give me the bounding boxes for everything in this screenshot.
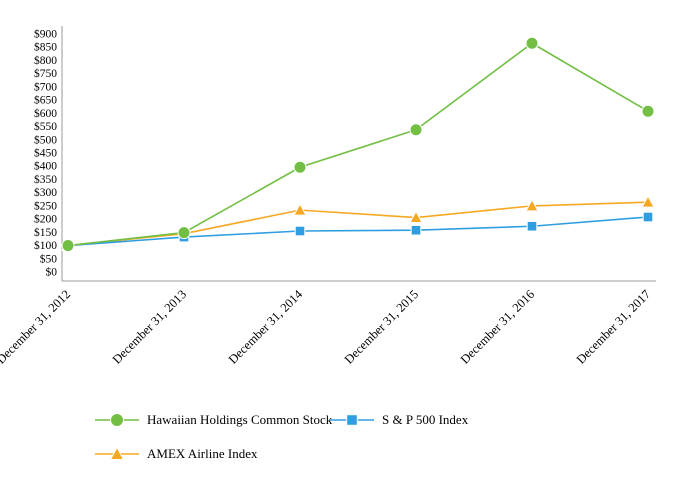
y-axis-tick-label: $700 [34, 80, 57, 93]
circle-marker [110, 413, 124, 427]
y-axis-tick-label: $0 [46, 266, 58, 279]
legend-label: Hawaiian Holdings Common Stock [147, 412, 333, 427]
y-axis-tick-label: $250 [34, 199, 57, 212]
y-axis-tick-label: $200 [34, 213, 57, 226]
y-axis-tick-label: $150 [34, 226, 57, 239]
y-axis-tick-label: $400 [34, 160, 57, 173]
x-axis-tick-label: December 31, 2017 [574, 287, 653, 366]
y-axis-tick-label: $300 [34, 186, 57, 199]
stock-performance-chart-container: $0 $50 $100 $150 $200 $250 $300 $350 $400 $450 $50… [0, 26, 656, 367]
series-line-1 [67, 216, 649, 247]
circle-marker [61, 239, 75, 253]
legend-line-triangle-icon [95, 446, 139, 460]
circle-marker [177, 226, 191, 240]
y-axis-tick-label: $600 [34, 107, 57, 120]
legend-item-sp500: S & P 500 Index [330, 412, 682, 428]
y-axis-tick-label: $100 [34, 239, 57, 252]
legend-item-amex-airline: AMEX Airline Index [95, 446, 330, 462]
x-axis-tick-label: December 31, 2015 [342, 287, 421, 366]
series-line-2 [67, 201, 649, 247]
square-marker [294, 225, 306, 237]
legend-line-circle-icon [95, 413, 139, 427]
y-axis-tick-label: $900 [34, 28, 57, 41]
triangle-marker [109, 446, 125, 460]
circle-marker [525, 36, 539, 50]
performance-chart: $0$50$100$150$200$250$300$350$400$450$50… [0, 26, 656, 367]
triangle-marker [525, 198, 539, 212]
legend-line-square-icon [330, 414, 374, 426]
y-axis-tick-label: $500 [34, 133, 57, 146]
triangle-marker [409, 210, 423, 224]
y-axis-tick-label: $850 [34, 41, 57, 54]
legend-item-hawaiian-holdings: Hawaiian Holdings Common Stock [95, 412, 333, 428]
legend-label: AMEX Airline Index [147, 446, 258, 461]
square-marker [526, 220, 538, 232]
y-axis-tick-label: $750 [34, 67, 57, 80]
square-marker [642, 211, 654, 223]
x-axis-tick-label: December 31, 2012 [0, 287, 73, 366]
square-marker [346, 414, 358, 426]
y-axis-tick-label: $50 [40, 252, 58, 265]
y-axis-tick-label: $800 [34, 54, 57, 67]
x-axis-tick-label: December 31, 2014 [226, 287, 306, 367]
series-line-0 [67, 42, 649, 247]
legend-label: S & P 500 Index [382, 412, 469, 427]
circle-marker [409, 123, 423, 137]
y-axis-tick-label: $550 [34, 120, 57, 133]
x-axis-tick-label: December 31, 2013 [110, 287, 189, 366]
y-axis-tick-label: $350 [34, 173, 57, 186]
circle-marker [293, 160, 307, 174]
legend: Hawaiian Holdings Common Stock S & P 500… [95, 412, 682, 462]
triangle-marker [293, 203, 307, 216]
circle-marker [641, 104, 655, 118]
square-marker [410, 224, 422, 236]
y-axis-tick-label: $650 [34, 94, 57, 107]
x-axis-tick-label: December 31, 2016 [458, 287, 537, 366]
triangle-marker [641, 195, 655, 208]
y-axis-tick-label: $450 [34, 147, 57, 160]
